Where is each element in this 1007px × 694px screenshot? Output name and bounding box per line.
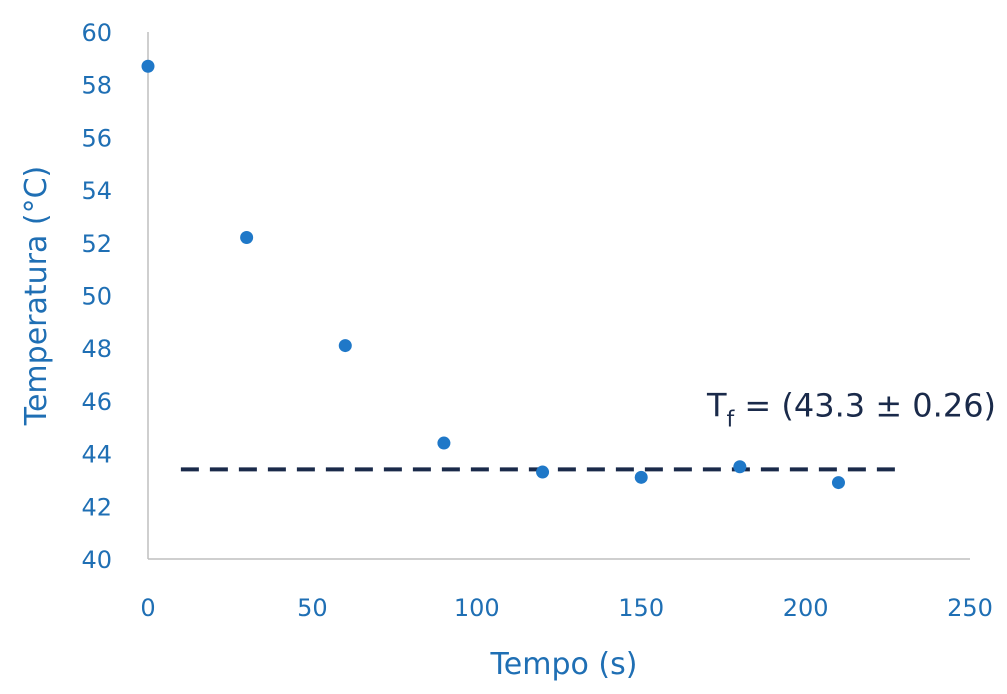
y-tick-label: 52 bbox=[81, 230, 112, 258]
annotation-label: Tf = (43.3 ± 0.26) °C bbox=[706, 387, 1007, 433]
data-points bbox=[141, 59, 845, 490]
data-point bbox=[733, 460, 747, 474]
y-tick-label: 54 bbox=[81, 177, 112, 205]
y-tick-label: 60 bbox=[81, 19, 112, 47]
y-tick-label: 46 bbox=[81, 388, 112, 416]
y-tick-labels: 40 42 44 46 48 50 52 54 56 58 60 bbox=[81, 19, 112, 574]
y-tick-label: 44 bbox=[81, 441, 112, 469]
x-tick-label: 0 bbox=[140, 594, 155, 622]
data-point bbox=[240, 231, 254, 245]
data-point bbox=[338, 339, 352, 353]
axes bbox=[147, 32, 970, 560]
x-tick-label: 200 bbox=[783, 594, 829, 622]
data-point bbox=[831, 476, 845, 490]
y-tick-label: 50 bbox=[81, 283, 112, 311]
x-tick-label: 50 bbox=[297, 594, 328, 622]
x-tick-label: 250 bbox=[947, 594, 993, 622]
data-point bbox=[634, 470, 648, 484]
y-tick-label: 56 bbox=[81, 124, 112, 152]
y-tick-label: 40 bbox=[81, 546, 112, 574]
data-point bbox=[437, 436, 451, 450]
x-tick-labels: 0 50 100 150 200 250 bbox=[140, 594, 993, 622]
x-axis-title: Tempo (s) bbox=[490, 647, 638, 682]
x-tick-label: 150 bbox=[618, 594, 664, 622]
x-tick-label: 100 bbox=[454, 594, 500, 622]
y-tick-label: 42 bbox=[81, 493, 112, 521]
y-axis-title: Temperatura (°C) bbox=[19, 166, 54, 427]
y-tick-label: 48 bbox=[81, 335, 112, 363]
y-tick-label: 58 bbox=[81, 72, 112, 100]
data-point bbox=[536, 465, 550, 479]
data-point bbox=[141, 59, 155, 73]
